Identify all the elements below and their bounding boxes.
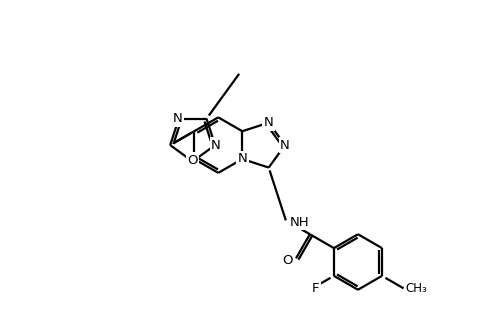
Text: O: O [187, 154, 198, 167]
Text: N: N [280, 139, 290, 152]
Text: CH₃: CH₃ [406, 282, 428, 295]
Text: N: N [238, 153, 247, 166]
Text: N: N [173, 112, 183, 125]
Text: F: F [312, 282, 319, 295]
Text: N: N [264, 116, 274, 129]
Text: N: N [211, 139, 221, 152]
Text: NH: NH [290, 216, 310, 229]
Text: O: O [283, 254, 293, 267]
